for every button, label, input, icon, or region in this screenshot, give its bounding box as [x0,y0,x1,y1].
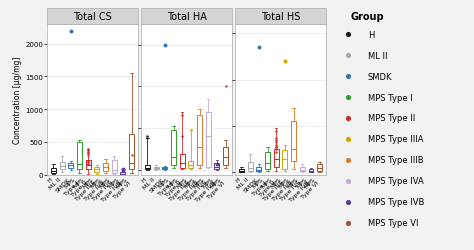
Point [273,141,280,145]
Text: MPS Type IVA: MPS Type IVA [368,177,423,186]
Text: MPS Type II: MPS Type II [368,114,415,123]
Bar [94,168,99,172]
Bar [163,168,167,169]
Bar [51,168,56,174]
Bar [239,170,244,172]
Bar [197,116,202,166]
Bar [60,162,64,170]
Point [84,162,92,166]
Bar [189,162,193,168]
Bar [68,163,73,168]
Point [84,150,92,154]
Text: ML II: ML II [368,52,387,60]
Point [119,168,127,172]
Point [273,145,280,149]
Point [128,154,136,158]
Bar [317,164,322,171]
Point [178,135,186,139]
Bar [291,122,296,161]
Point [178,114,186,118]
Text: Total CS: Total CS [73,12,112,22]
Text: H: H [368,30,374,40]
Point [222,85,229,89]
Bar [309,169,313,172]
Text: Total HS: Total HS [261,12,300,22]
Point [67,30,74,34]
Bar [223,147,228,166]
Bar [300,167,305,172]
Point [84,147,92,151]
Point [161,44,169,48]
Text: MPS Type IIIB: MPS Type IIIB [368,156,423,165]
Bar [120,172,125,174]
Point [119,169,127,173]
Bar [215,164,219,169]
Bar [274,150,279,167]
Bar [145,166,150,169]
Bar [265,152,270,169]
Bar [103,163,108,171]
Point [84,148,92,152]
Bar [248,162,253,171]
Text: MPS Type VI: MPS Type VI [368,218,418,228]
Point [84,159,92,163]
Text: MPS Type IIIA: MPS Type IIIA [368,135,423,144]
Bar [77,142,82,170]
Bar [171,130,176,166]
Bar [129,134,134,170]
Text: MPS Type IVB: MPS Type IVB [368,198,424,206]
Point [273,145,280,149]
Bar [112,160,117,173]
Point [273,143,280,147]
Point [84,160,92,164]
Point [144,137,151,141]
Point [255,46,263,50]
Point [273,129,280,133]
Text: Total HA: Total HA [166,12,207,22]
Bar [283,150,287,169]
Point [273,148,280,152]
Text: Group: Group [351,12,384,22]
Point [84,152,92,156]
Bar [206,113,210,167]
Point [273,136,280,140]
Point [273,150,280,154]
Point [213,163,221,167]
Text: MPS Type I: MPS Type I [368,93,412,102]
Bar [86,161,91,170]
Point [84,154,92,158]
Point [144,135,151,139]
Bar [256,167,261,172]
Text: SMDK: SMDK [368,72,392,81]
Bar [180,154,184,168]
Bar [154,168,158,169]
Point [273,138,280,142]
Y-axis label: Concentration [μg/mg]: Concentration [μg/mg] [13,56,22,144]
Point [84,162,92,166]
Point [281,60,289,64]
Point [187,128,195,132]
